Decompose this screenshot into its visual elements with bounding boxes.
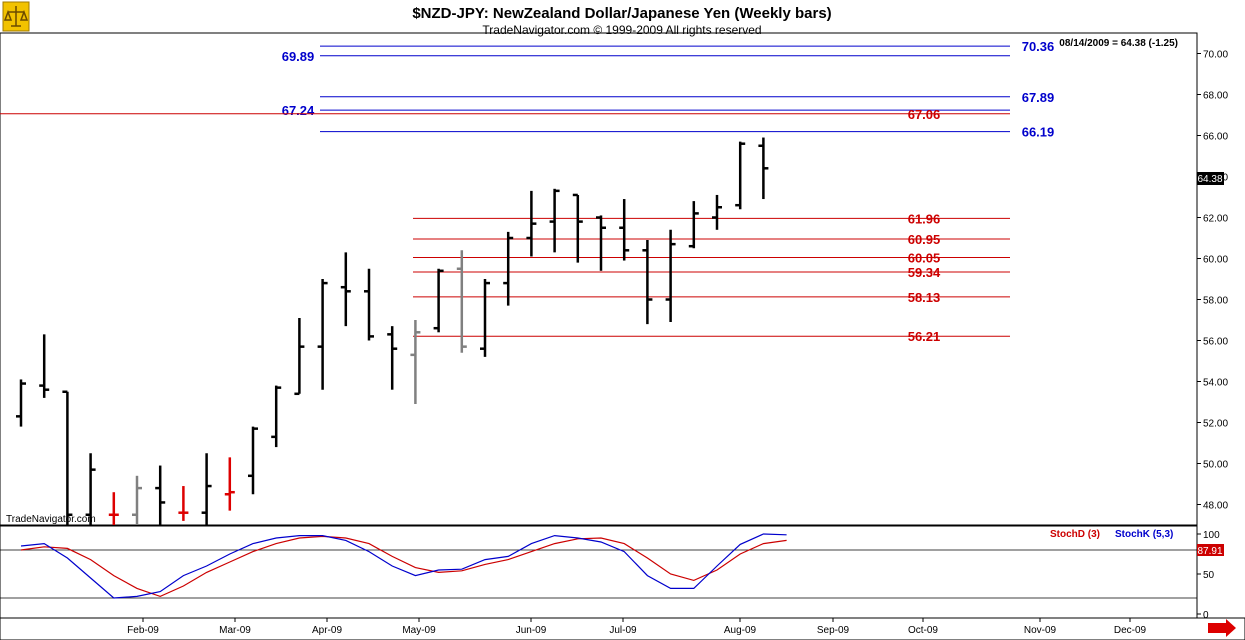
price-tick-label: 50.00 (1203, 460, 1228, 471)
red-level-label: 56.21 (908, 329, 941, 344)
time-tick-label: Jun-09 (516, 625, 547, 636)
price-tick-label: 60.00 (1203, 255, 1228, 266)
ohlc-bar (712, 194, 722, 230)
stoch-panel-frame (0, 525, 1198, 619)
time-tick-label: Mar-09 (219, 625, 251, 636)
time-tick-label: Jul-09 (609, 625, 637, 636)
price-tick-label: 66.00 (1203, 132, 1228, 143)
ohlc-bar (85, 453, 96, 525)
ohlc-bar (16, 379, 26, 427)
time-tick-label: Oct-09 (908, 625, 938, 636)
price-tick-label: 54.00 (1203, 378, 1228, 389)
price-tick-label: 68.00 (1203, 91, 1228, 102)
ohlc-bar (596, 215, 606, 271)
ohlc-bar (456, 250, 467, 353)
time-tick-label: Aug-09 (724, 625, 757, 636)
stochk-legend: StochK (5,3) (1115, 529, 1173, 540)
time-tick-label: Nov-09 (1024, 625, 1057, 636)
ohlc-bar (155, 465, 166, 525)
blue-level-label: 67.89 (1022, 90, 1055, 105)
ohlc-bar (317, 279, 328, 390)
price-bars (16, 137, 769, 525)
price-tick-label: 48.00 (1203, 501, 1228, 512)
time-tick-label: Feb-09 (127, 625, 159, 636)
ohlc-bar (340, 252, 351, 327)
ohlc-bar (480, 279, 490, 357)
time-tick-label: May-09 (402, 625, 436, 636)
price-axis: 48.00 50.00 52.00 54.00 56.00 58.00 60.00 62.00… (1197, 50, 1228, 512)
red-level-label: 61.96 (908, 211, 941, 226)
red-level-label: 59.34 (908, 265, 941, 280)
blue-level-label: 66.19 (1022, 125, 1055, 140)
blue-level-label: 67.24 (282, 103, 315, 118)
ohlc-bar (735, 141, 746, 210)
red-level-label: 67.06 (908, 107, 941, 122)
stoch-value-tag: 87.91 (1197, 546, 1222, 557)
ohlc-bar (132, 475, 142, 525)
ohlc-bar (433, 268, 444, 333)
price-tick-label: 62.00 (1203, 214, 1228, 225)
ohlc-bar (572, 193, 583, 263)
time-tick-label: Sep-09 (817, 625, 850, 636)
ohlc-bar (410, 320, 421, 405)
ohlc-bar (224, 457, 235, 511)
ohlc-bar (549, 188, 560, 253)
ohlc-bar (271, 385, 282, 448)
stoch-panel: 0 50 100 (0, 530, 1220, 621)
price-tick-label: 58.00 (1203, 296, 1228, 307)
ohlc-bar (665, 229, 676, 323)
price-tick-label: 70.00 (1203, 50, 1228, 61)
stoch-value-tag-bg (1197, 544, 1224, 556)
scroll-right-arrow-icon[interactable] (1208, 619, 1236, 637)
red-level-label: 60.95 (908, 232, 941, 247)
price-tick-label: 52.00 (1203, 419, 1228, 430)
stoch-tick-label: 100 (1203, 530, 1220, 541)
ohlc-bar (108, 492, 119, 525)
time-axis: Feb-09 Mar-09 Apr-09 May-09 Jun-09 Jul-09 Aug-… (127, 618, 1147, 636)
red-level-label: 58.13 (908, 290, 941, 305)
stoch-tick-label: 50 (1203, 570, 1215, 581)
ohlc-bar (619, 199, 630, 261)
ohlc-bar (526, 190, 537, 257)
stochk-line (20, 533, 787, 599)
red-level-label: 60.05 (908, 250, 941, 265)
ohlc-bar (39, 334, 50, 398)
price-tick-label: 56.00 (1203, 337, 1228, 348)
ohlc-bar (62, 390, 73, 525)
ohlc-bar (387, 326, 398, 390)
ohlc-bar (758, 137, 769, 200)
level-lines: 70.36 69.89 67.89 67.24 66.19 67.06 61.96 60.95… (0, 39, 1054, 344)
last-price-tag-bg (1197, 172, 1224, 185)
ohlc-bar (503, 231, 514, 306)
chart-title: $NZD-JPY: NewZealand Dollar/Japanese Yen… (412, 5, 831, 22)
ohlc-bar (201, 453, 212, 525)
logo-icon (2, 1, 30, 32)
stoch-tick-label: 0 (1203, 610, 1209, 621)
blue-level-label: 70.36 (1022, 39, 1055, 54)
time-tick-label: Dec-09 (1114, 625, 1147, 636)
ohlc-bar (178, 486, 189, 521)
ohlc-bar (294, 317, 305, 396)
watermark: TradeNavigator.com (6, 514, 96, 525)
last-price-tag: 64.38 (1197, 174, 1222, 185)
blue-level-label: 69.89 (282, 49, 315, 64)
ohlc-bar (364, 268, 374, 341)
ohlc-bar (688, 201, 699, 249)
price-readout: 08/14/2009 = 64.38 (-1.25) (1059, 38, 1178, 49)
ohlc-bar (642, 240, 653, 325)
price-panel-frame (0, 32, 1198, 526)
ohlc-bar (248, 426, 258, 495)
stochd-line (20, 535, 787, 598)
copyright-subtitle: TradeNavigator.com © 1999-2009 All right… (482, 23, 761, 37)
time-tick-label: Apr-09 (312, 625, 342, 636)
stochd-legend: StochD (3) (1050, 529, 1100, 540)
